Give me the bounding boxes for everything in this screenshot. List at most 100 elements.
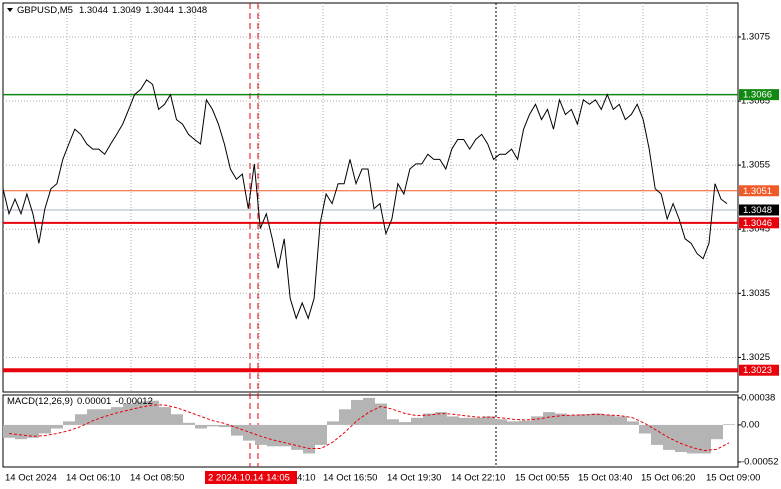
macd-bar (519, 420, 531, 425)
y-tick-label: 1.3025 (741, 352, 770, 363)
macd-main: 0.00001 (77, 396, 111, 407)
y-tick-label: 1.3055 (741, 160, 770, 171)
macd-bar (99, 409, 111, 425)
macd-bar (39, 424, 51, 434)
macd-bar (675, 424, 687, 453)
macd-bar (699, 424, 711, 454)
macd-bar (543, 412, 555, 425)
y-tick-label: 0.00 (741, 419, 760, 430)
macd-bar (591, 413, 603, 425)
macd-bar (723, 424, 735, 425)
macd-bar (327, 421, 339, 425)
macd-bar (495, 419, 507, 425)
macd-bar (351, 399, 363, 425)
x-tick-label: 14 Oct 22:10 (451, 473, 505, 484)
macd-bar (135, 401, 147, 425)
x-tick-label: 14 Oct 19:30 (387, 473, 441, 484)
macd-bar (267, 424, 279, 447)
macd-header: MACD(12,26,9) 0.00001 -0.00012 (7, 396, 153, 407)
macd-bar (15, 424, 27, 440)
macd-bar (567, 414, 579, 425)
price-panel (2, 2, 739, 393)
macd-bar (411, 417, 423, 425)
macd-bar (627, 421, 639, 425)
macd-bar (375, 403, 387, 425)
y-tick-label: 1.3065 (741, 96, 770, 107)
macd-bar (603, 414, 615, 425)
level-label-box (739, 217, 779, 229)
macd-bar (219, 424, 231, 428)
macd-bar (447, 416, 459, 425)
macd-bar (123, 403, 135, 425)
x-tick-label: 14 Oct 08:50 (130, 473, 184, 484)
macd-bar (363, 397, 375, 425)
macd-bar (579, 414, 591, 425)
y-tick-label: 0.00038 (741, 392, 775, 403)
macd-bar (183, 422, 195, 425)
macd-bar (291, 424, 303, 450)
macd-bar (303, 424, 315, 454)
macd-bar (615, 416, 627, 425)
macd-bar (111, 407, 123, 425)
x-tick-label: 15 Oct 06:20 (641, 473, 695, 484)
level-label-box (739, 89, 779, 101)
level-label-box (739, 204, 779, 216)
macd-bar (51, 424, 63, 429)
macd-bar (3, 424, 15, 438)
macd-bar (339, 409, 351, 425)
macd-bar (27, 424, 39, 438)
x-tick-label: 15 Oct 09:00 (706, 473, 760, 484)
low: 1.3044 (145, 5, 174, 16)
macd-bar (507, 421, 519, 425)
level-label: 1.3066 (743, 90, 772, 101)
macd-bar (639, 424, 651, 434)
level-label-box (739, 185, 779, 197)
macd-bar (687, 424, 699, 454)
level-label: 1.3046 (743, 218, 772, 229)
macd-signal: -0.00012 (115, 396, 153, 407)
macd-bar (207, 424, 219, 427)
level-label-box (739, 364, 779, 376)
macd-bar (255, 424, 267, 445)
y-tick-label: -0.00052 (741, 457, 779, 468)
macd-bar (651, 424, 663, 445)
level-label: 1.3051 (743, 186, 772, 197)
macd-bar (483, 416, 495, 425)
macd-bar (171, 414, 183, 425)
open: 1.3044 (79, 5, 108, 16)
x-tick-label: 15 Oct 03:40 (578, 473, 632, 484)
macd-bar (231, 424, 243, 436)
macd-bar (75, 414, 87, 425)
x-tick-label: 14 Oct 16:50 (323, 473, 377, 484)
y-tick-label: 1.3035 (741, 288, 770, 299)
dropdown-icon (7, 8, 13, 12)
macd-bar (555, 413, 567, 425)
crosshair-label: 2 2024.10.14 14:05 (208, 473, 290, 484)
macd-bar (147, 400, 159, 425)
macd-bar (159, 407, 171, 425)
close: 1.3048 (178, 5, 207, 16)
macd-bar (459, 417, 471, 425)
macd-bar (315, 424, 327, 445)
macd-bar (243, 424, 255, 441)
macd-bar (471, 417, 483, 425)
chart-header: GBPUSD,M5 1.3044 1.3049 1.3044 1.3048 (17, 5, 207, 16)
high: 1.3049 (112, 5, 141, 16)
macd-bar (195, 424, 207, 429)
x-tick-label: 4:10 (297, 473, 316, 484)
y-tick-label: 1.3075 (741, 31, 770, 42)
price-line (2, 79, 728, 320)
signal-line (8, 404, 730, 452)
macd-title: MACD(12,26,9) (7, 396, 73, 407)
plot-layer: 1.3075 1.3065 1.3055 1.3045 1.3035 1.3025 1.30… (2, 3, 779, 484)
x-tick-label: 14 Oct 06:10 (66, 473, 120, 484)
x-tick-label: 14 Oct 2024 (5, 473, 57, 484)
macd-bar (423, 413, 435, 425)
macd-bar (87, 409, 99, 425)
macd-bar (387, 419, 399, 425)
x-tick-label: 15 Oct 00:55 (515, 473, 569, 484)
crosshair-label-box (205, 471, 297, 484)
macd-bar (399, 422, 411, 425)
